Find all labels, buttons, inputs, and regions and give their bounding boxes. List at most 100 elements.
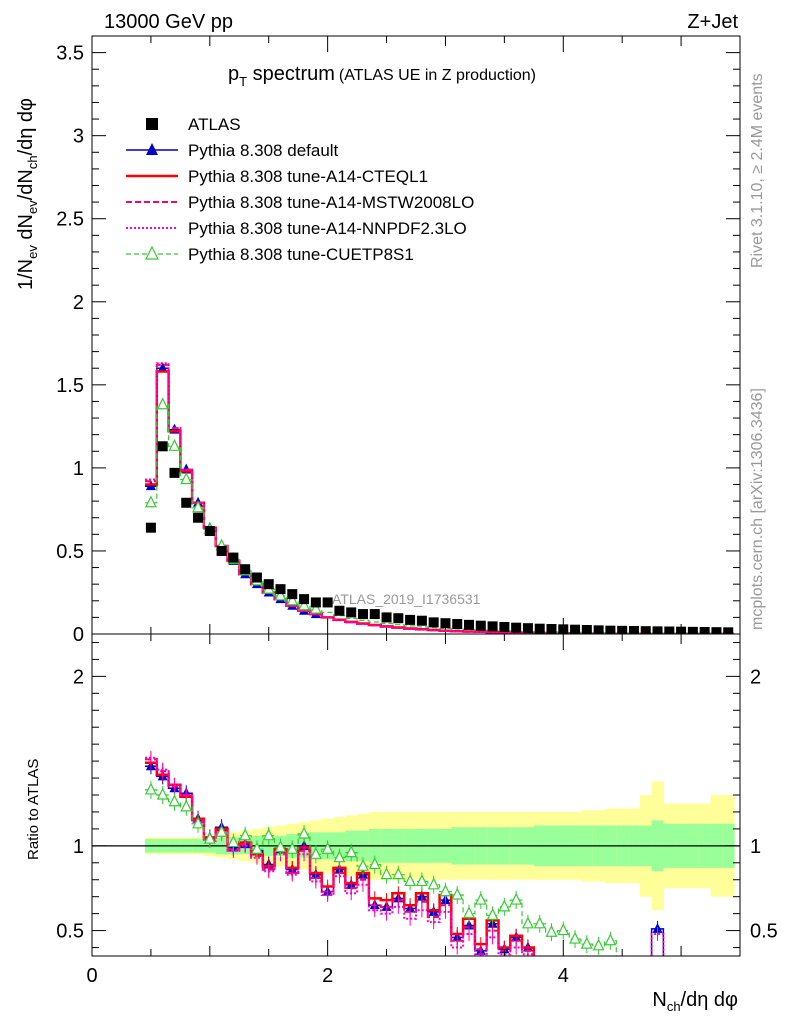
ratio-point-cuetp8s1 (580, 936, 593, 949)
ratio-y-axis-label: Ratio to ATLAS (25, 759, 42, 860)
ratio-point-cuetp8s1 (286, 841, 299, 854)
main-point-atlas (310, 597, 321, 608)
main-point-atlas (393, 613, 404, 624)
ratio-point-cuetp8s1 (557, 923, 570, 936)
ratio-point-cuetp8s1 (203, 831, 216, 844)
main-point-atlas (511, 622, 522, 633)
ratio-y-tick-label: 0.5 (56, 921, 84, 943)
main-point-atlas (145, 522, 156, 533)
main-y-tick-label: 0 (73, 624, 84, 646)
main-point-cuetp8s1 (156, 397, 169, 410)
ratio-x-tick-label: 2 (322, 965, 333, 987)
ratio-y-tick-label-right: 1 (750, 836, 761, 858)
ratio-y-tick-label-right: 2 (750, 666, 761, 688)
ratio-point-cuetp8s1 (144, 782, 157, 795)
main-point-cuetp8s1 (309, 601, 322, 614)
legend-label-data: ATLAS (188, 115, 241, 134)
ratio-point-cuetp8s1 (357, 858, 369, 871)
process-label: Z+Jet (687, 11, 738, 33)
main-point-atlas (416, 615, 427, 626)
x-axis-label: Nch/dη dφ (652, 989, 738, 1014)
main-point-atlas (299, 594, 310, 605)
main-y-tick-label: 3.5 (56, 43, 84, 65)
main-point-atlas (193, 512, 204, 523)
legend: ATLAS Pythia 8.308 default Pythia 8.308 tu… (126, 115, 474, 264)
main-y-tick-label: 1 (73, 458, 84, 480)
main-point-atlas (605, 625, 616, 634)
main-point-cuetp8s1 (192, 500, 205, 513)
ratio-point-cuetp8s1 (463, 906, 475, 919)
plot-title-main: p (228, 63, 239, 85)
main-point-atlas (640, 626, 651, 634)
main-point-atlas (405, 614, 416, 625)
ratio-panel: 0.5 0.5 1 1 2 2 0 2 4 (56, 633, 778, 987)
main-point-atlas (522, 623, 533, 634)
ratio-point-cuetp8s1 (498, 899, 511, 912)
main-point-cuetp8s1 (144, 495, 157, 508)
ratio-point-cuetp8s1 (404, 874, 417, 887)
main-point-cuetp8s1 (168, 438, 181, 451)
main-point-atlas (664, 626, 675, 634)
main-point-atlas (251, 572, 262, 583)
main-point-atlas (534, 623, 545, 634)
main-point-atlas (652, 626, 663, 634)
ratio-point-cuetp8s1 (274, 840, 287, 853)
main-point-default (157, 362, 168, 373)
ratio-x-tick-label: 4 (558, 965, 569, 987)
legend-marker-atlas (146, 118, 158, 130)
main-point-atlas (723, 627, 734, 634)
main-point-atlas (546, 624, 557, 634)
legend-label-cuetp8s1: Pythia 8.308 tune-CUETP8S1 (188, 245, 414, 264)
legend-marker-cuetp8s1 (145, 245, 159, 260)
main-point-cuetp8s1 (298, 598, 311, 611)
ratio-point-cuetp8s1 (604, 933, 617, 946)
main-point-cuetp8s1 (274, 588, 287, 601)
ratio-point-cuetp8s1 (521, 916, 534, 929)
ratio-point-cuetp8s1 (451, 887, 464, 900)
ratio-point-cuetp8s1 (427, 877, 440, 890)
main-point-atlas (275, 584, 286, 595)
ratio-point-cuetp8s1 (298, 826, 311, 839)
ratio-point-cuetp8s1 (439, 884, 452, 897)
x-axis-label-sub: ch (667, 999, 681, 1014)
ratio-y-tick-label: 2 (73, 666, 84, 688)
x-axis-label-rest: /dη dφ (681, 989, 738, 1011)
main-y-tick-label: 2.5 (56, 209, 84, 231)
ratio-point-cuetp8s1 (168, 794, 181, 807)
legend-label-cteql1: Pythia 8.308 tune-A14-CTEQL1 (188, 167, 428, 186)
legend-label-mstw: Pythia 8.308 tune-A14-MSTW2008LO (188, 193, 474, 212)
main-point-cuetp8s1 (286, 593, 299, 606)
ratio-point-cuetp8s1 (415, 874, 428, 887)
main-y-tick-label: 2 (73, 292, 84, 314)
ratio-point-cuetp8s1 (215, 824, 228, 837)
legend-marker-default (146, 143, 158, 155)
ratio-point-cuetp8s1 (510, 892, 523, 905)
ratio-point-cuetp8s1 (156, 787, 169, 800)
ratio-point-cuetp8s1 (333, 850, 346, 863)
energy-label: 13000 GeV pp (104, 11, 233, 33)
ratio-point-cuetp8s1 (592, 938, 605, 951)
main-point-atlas (617, 625, 628, 634)
main-point-atlas (452, 619, 463, 630)
ratio-point-cuetp8s1 (474, 892, 487, 905)
plot-title-rest: spectrum (247, 63, 335, 85)
main-point-atlas (428, 617, 439, 628)
ratio-point-cuetp8s1 (192, 816, 205, 829)
main-point-atlas (228, 552, 239, 563)
ratio-point-cuetp8s1 (309, 846, 322, 859)
ratio-x-tick-label: 0 (86, 965, 97, 987)
main-y-tick-label: 1.5 (56, 375, 84, 397)
ratio-y-tick-label: 1 (73, 836, 84, 858)
main-point-atlas (157, 441, 168, 452)
main-point-atlas (263, 579, 274, 590)
main-point-atlas (676, 626, 687, 634)
main-point-atlas (169, 467, 180, 478)
legend-label-nnpdf: Pythia 8.308 tune-A14-NNPDF2.3LO (188, 219, 467, 238)
main-point-atlas (570, 624, 581, 634)
main-point-atlas (181, 497, 192, 508)
main-y-tick-label: 3 (73, 126, 84, 148)
main-y-tick-label: 0.5 (56, 541, 84, 563)
x-axis-label-main: N (652, 989, 666, 1011)
main-point-atlas (216, 545, 227, 556)
ratio-point-cuetp8s1 (380, 867, 393, 880)
